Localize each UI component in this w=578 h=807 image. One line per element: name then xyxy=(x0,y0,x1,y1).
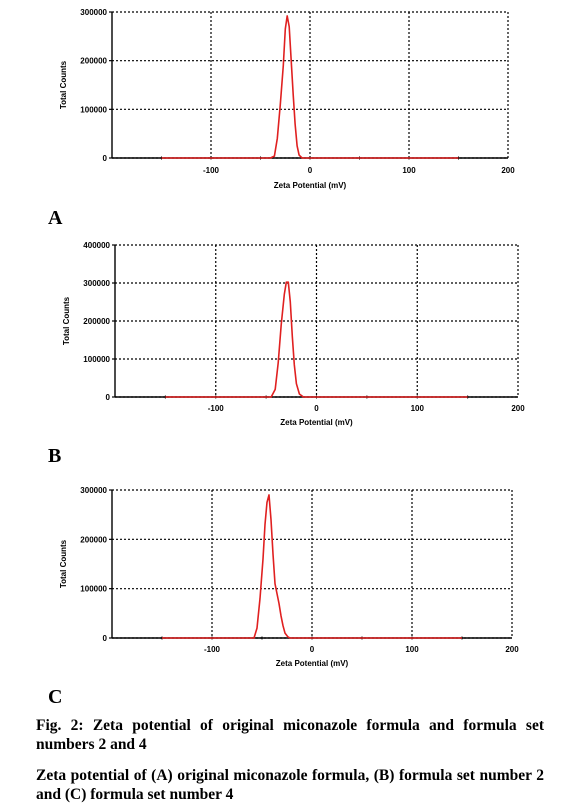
chart-c-series-line xyxy=(162,494,462,639)
chart-a-y-tick-label: 0 xyxy=(103,154,108,163)
chart-b-y-tick-label: 400000 xyxy=(83,241,110,250)
chart-a-x-tick-label: 100 xyxy=(402,166,416,175)
chart-c-y-tick-label: 0 xyxy=(103,634,108,643)
panel-letter-a: A xyxy=(48,207,63,229)
chart-b-x-axis-label: Zeta Potential (mV) xyxy=(280,418,353,427)
chart-c-y-tick-label: 200000 xyxy=(80,535,107,544)
chart-a-y-tick-label: 100000 xyxy=(80,105,107,114)
figure-caption-title: Fig. 2: Zeta potential of original micon… xyxy=(36,717,544,753)
chart-c-x-axis-label: Zeta Potential (mV) xyxy=(276,659,349,668)
chart-b-x-tick-label: -100 xyxy=(208,404,225,413)
chart-b-y-tick-label: 200000 xyxy=(83,317,110,326)
chart-b-y-tick-label: 0 xyxy=(106,393,111,402)
chart-b-x-tick-label: 0 xyxy=(314,404,319,413)
chart-a: 0 100000 200000 300000 -100 0 100 200 Zeta Poten… xyxy=(59,8,515,190)
chart-c-x-tick-label: 0 xyxy=(310,645,315,654)
chart-c-x-tick-label: 200 xyxy=(505,645,519,654)
chart-a-series-line xyxy=(161,15,459,159)
chart-a-y-axis-label: Total Counts xyxy=(59,60,68,109)
chart-c-y-tick-label: 300000 xyxy=(80,486,107,495)
chart-b-x-tick-label: 200 xyxy=(511,404,525,413)
chart-b-series-line xyxy=(165,281,468,398)
figure-caption-description: Zeta potential of (A) original miconazol… xyxy=(36,767,544,803)
chart-c: 0 100000 200000 300000 -100 0 100 200 Zeta Poten… xyxy=(59,486,519,668)
chart-a-y-tick-label: 200000 xyxy=(80,57,107,66)
chart-c-x-tick-label: 100 xyxy=(405,645,419,654)
chart-b-y-tick-label: 100000 xyxy=(83,355,110,364)
chart-c-x-tick-label: -100 xyxy=(204,645,221,654)
chart-b: 0 100000 200000 300000 400000 -100 0 100 200 Zeta… xyxy=(62,241,525,427)
chart-a-y-tick-label: 300000 xyxy=(80,8,107,17)
chart-b-x-tick-label: 100 xyxy=(411,404,425,413)
chart-c-y-axis-label: Total Counts xyxy=(59,539,68,588)
chart-c-y-tick-label: 100000 xyxy=(80,585,107,594)
chart-a-x-tick-label: 0 xyxy=(308,166,313,175)
panel-letter-c: C xyxy=(48,686,63,708)
chart-b-y-axis-label: Total Counts xyxy=(62,296,71,345)
chart-a-x-axis-label: Zeta Potential (mV) xyxy=(274,181,347,190)
chart-a-x-tick-label: -100 xyxy=(203,166,220,175)
chart-b-y-tick-label: 300000 xyxy=(83,279,110,288)
chart-a-x-tick-label: 200 xyxy=(501,166,515,175)
panel-letter-b: B xyxy=(48,445,62,467)
